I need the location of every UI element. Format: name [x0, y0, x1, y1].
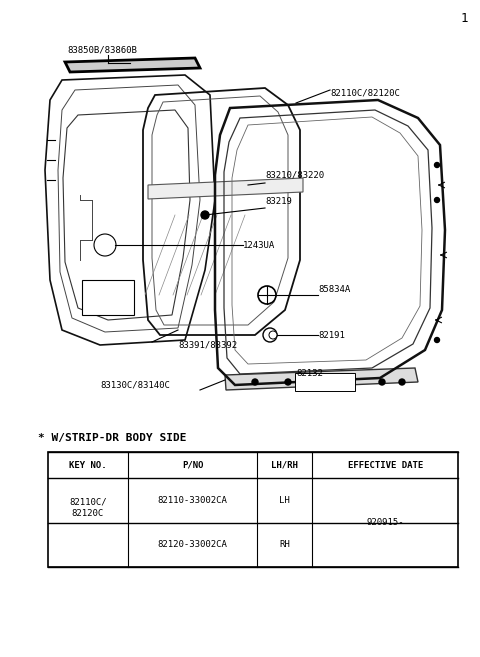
Text: P/NO: P/NO [182, 461, 203, 470]
Polygon shape [65, 58, 200, 72]
Text: 82132: 82132 [296, 369, 323, 378]
Circle shape [258, 286, 276, 304]
Text: 82120-33002CA: 82120-33002CA [157, 540, 228, 549]
Circle shape [434, 338, 440, 342]
Text: 1: 1 [460, 12, 468, 25]
Text: KEY NO.: KEY NO. [69, 461, 107, 470]
Text: 1243UA: 1243UA [243, 240, 275, 250]
Circle shape [201, 211, 209, 219]
Text: 82110-33002CA: 82110-33002CA [157, 496, 228, 505]
Text: EFFECTIVE DATE: EFFECTIVE DATE [348, 461, 423, 470]
Circle shape [434, 162, 440, 168]
Text: * W/STRIP-DR BODY SIDE: * W/STRIP-DR BODY SIDE [38, 433, 187, 443]
Text: LH: LH [279, 496, 290, 505]
Circle shape [434, 198, 440, 202]
Circle shape [285, 379, 291, 385]
Bar [295, 373, 355, 391]
Circle shape [252, 379, 258, 385]
Polygon shape [225, 368, 418, 390]
Bar [48, 452, 458, 567]
Text: 83219: 83219 [265, 198, 292, 206]
Text: 82110C/82120C: 82110C/82120C [330, 89, 400, 97]
Circle shape [349, 379, 355, 385]
Text: RH: RH [279, 540, 290, 549]
Text: LH/RH: LH/RH [271, 461, 298, 470]
Polygon shape [148, 178, 303, 199]
Text: 83850B/83860B: 83850B/83860B [67, 45, 137, 55]
Circle shape [269, 331, 277, 339]
Text: 83391/83392: 83391/83392 [178, 340, 237, 350]
Circle shape [317, 379, 323, 385]
Circle shape [379, 379, 385, 385]
Text: 82110C/: 82110C/ [69, 498, 107, 507]
Text: 83130C/83140C: 83130C/83140C [100, 380, 170, 390]
Text: 82191: 82191 [318, 330, 345, 340]
Circle shape [94, 234, 116, 256]
Text: 920915-: 920915- [366, 518, 404, 527]
Text: 83210/83220: 83210/83220 [265, 171, 324, 179]
Text: 82120C: 82120C [72, 509, 104, 518]
Bar [82, 280, 134, 315]
Circle shape [263, 328, 277, 342]
Text: 85834A: 85834A [318, 286, 350, 294]
Circle shape [399, 379, 405, 385]
